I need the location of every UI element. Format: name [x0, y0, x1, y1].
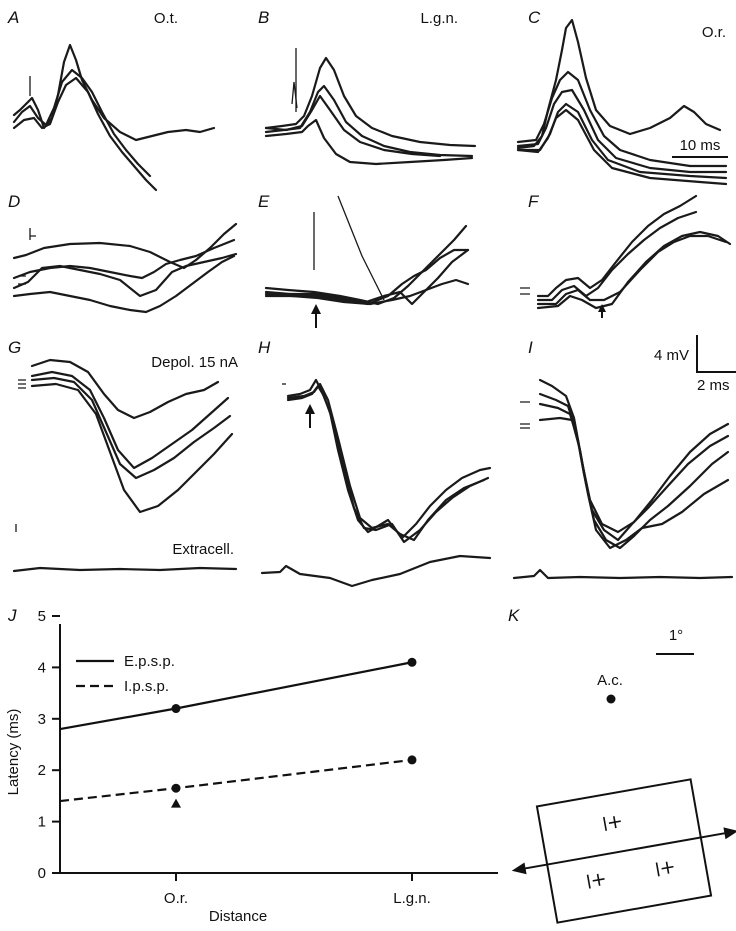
arrow-right-icon	[723, 827, 736, 840]
y-tick-label: 3	[38, 711, 46, 728]
x-axis-label: Distance	[209, 908, 267, 925]
y-ticks: 0 1 2 3 4 5	[38, 608, 60, 882]
panel-h-extracell-trace	[260, 554, 492, 588]
degree-scale-label: 1°	[669, 627, 683, 644]
area-centralis-dot	[606, 694, 616, 704]
data-point-triangle	[171, 798, 181, 808]
area-centralis-label: A.c.	[597, 672, 623, 689]
series-line-ipsp	[59, 758, 413, 803]
panel-i-traces	[520, 378, 730, 550]
panel-c-label: O.r.	[702, 24, 726, 41]
data-point-epsp	[171, 704, 181, 714]
legend-epsp-label: E.p.s.p.	[124, 653, 175, 670]
y-tick-label: 1	[38, 814, 46, 831]
y-tick-label: 5	[38, 608, 46, 625]
panel-g-letter: G	[8, 338, 21, 357]
panel-c-letter: C	[528, 8, 541, 27]
y-tick-label: 4	[38, 659, 46, 676]
panel-c-traces	[516, 18, 728, 186]
receptive-field-box	[511, 778, 736, 924]
panel-g-traces	[15, 358, 234, 532]
panel-i-letter: I	[528, 338, 533, 357]
panel-b-traces	[264, 48, 477, 166]
y-axis-label: Latency (ms)	[5, 709, 22, 796]
panel-i-extracell-trace	[512, 568, 734, 580]
panel-a-traces	[12, 43, 216, 192]
panel-b-label: L.g.n.	[420, 10, 458, 27]
panel-h-arrow	[305, 404, 315, 428]
panel-g-extracell-label: Extracell.	[172, 541, 234, 558]
panel-k-letter: K	[508, 606, 520, 625]
panel-f-traces	[520, 194, 732, 310]
orientation-axis	[521, 830, 735, 871]
series-line-epsp	[59, 661, 413, 731]
panel-e-arrow	[311, 304, 321, 328]
receptive-field-diagram: K 1° A.c.	[508, 606, 736, 924]
legend-ipsp-label: I.p.s.p.	[124, 678, 169, 695]
scalebar-time-label: 2 ms	[697, 377, 730, 394]
panel-c-scale-label: 10 ms	[680, 137, 721, 154]
panel-j-letter: J	[7, 606, 17, 625]
data-point-epsp	[407, 657, 417, 667]
panel-f-arrow	[598, 304, 606, 318]
panel-a-label: O.t.	[154, 10, 178, 27]
series-lines	[59, 661, 413, 803]
on-subregion-marker	[602, 816, 621, 831]
panel-h-traces	[282, 378, 492, 544]
panel-d-traces	[12, 222, 238, 314]
panel-e-traces	[264, 195, 470, 306]
data-points	[171, 657, 417, 808]
x-ticks: O.r. L.g.n.	[164, 873, 431, 907]
panel-b-letter: B	[258, 8, 269, 27]
x-tick-label: O.r.	[164, 890, 188, 907]
chart-legend: E.p.s.p. I.p.s.p.	[76, 653, 175, 695]
panel-d-letter: D	[8, 192, 20, 211]
data-point-ipsp	[171, 783, 181, 793]
panel-e-letter: E	[258, 192, 270, 211]
scalebar-voltage-label: 4 mV	[654, 347, 689, 364]
y-tick-label: 0	[38, 865, 46, 882]
panel-h-letter: H	[258, 338, 271, 357]
data-point-ipsp	[407, 755, 417, 765]
panel-g-extracell-trace	[12, 566, 238, 573]
arrow-left-icon	[511, 862, 527, 875]
panel-g-label: Depol. 15 nA	[151, 354, 238, 371]
x-tick-label: L.g.n.	[393, 890, 431, 907]
on-subregion-marker	[586, 873, 605, 889]
panel-f-letter: F	[528, 192, 540, 211]
y-tick-label: 2	[38, 762, 46, 779]
on-subregion-marker	[655, 861, 674, 877]
panel-a-letter: A	[7, 8, 19, 27]
voltage-time-scalebar: 4 mV 2 ms	[654, 335, 736, 394]
